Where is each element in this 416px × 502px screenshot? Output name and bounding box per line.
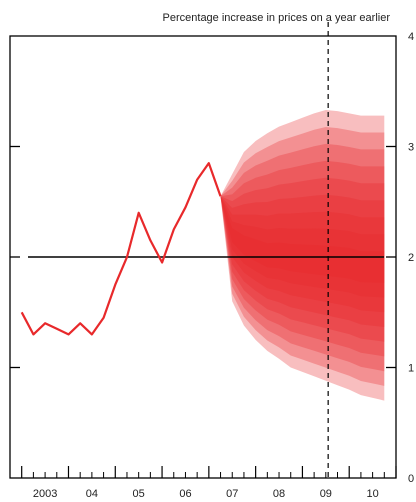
x-tick-label: 08 bbox=[273, 488, 285, 500]
y-axis-title: Percentage increase in prices on a year … bbox=[163, 12, 391, 24]
y-tick-label: 3 bbox=[408, 142, 414, 154]
x-tick-label: 07 bbox=[226, 488, 238, 500]
fan-band-3 bbox=[220, 196, 385, 313]
y-tick-labels: 0 1 2 3 4 bbox=[408, 31, 414, 485]
x-tick-label: 05 bbox=[133, 488, 145, 500]
x-tick-labels: 2003 04 05 06 07 08 09 10 bbox=[33, 488, 379, 500]
y-tick-label: 1 bbox=[408, 363, 414, 375]
inflation-line bbox=[20, 162, 222, 336]
x-tick-label: 04 bbox=[86, 488, 98, 500]
fan-band-1 bbox=[220, 196, 385, 283]
fan-band-2 bbox=[220, 196, 385, 298]
x-tick-label: 2003 bbox=[33, 488, 57, 500]
fan-band-9 bbox=[220, 110, 385, 401]
x-tick-label: 06 bbox=[179, 488, 191, 500]
fan-band-6 bbox=[220, 160, 385, 357]
reference-lines bbox=[28, 22, 384, 478]
fan-band-5 bbox=[220, 177, 385, 342]
forecast-fan bbox=[220, 110, 385, 401]
y-tick-label: 4 bbox=[408, 31, 414, 43]
x-tick-label: 10 bbox=[366, 488, 378, 500]
axis-ticks bbox=[10, 145, 397, 478]
fan-band-4 bbox=[220, 194, 385, 327]
y-tick-label: 0 bbox=[408, 473, 414, 485]
inflation-series-line-0 bbox=[20, 162, 222, 336]
y-tick-label: 2 bbox=[408, 252, 414, 264]
x-tick-label: 09 bbox=[320, 488, 332, 500]
